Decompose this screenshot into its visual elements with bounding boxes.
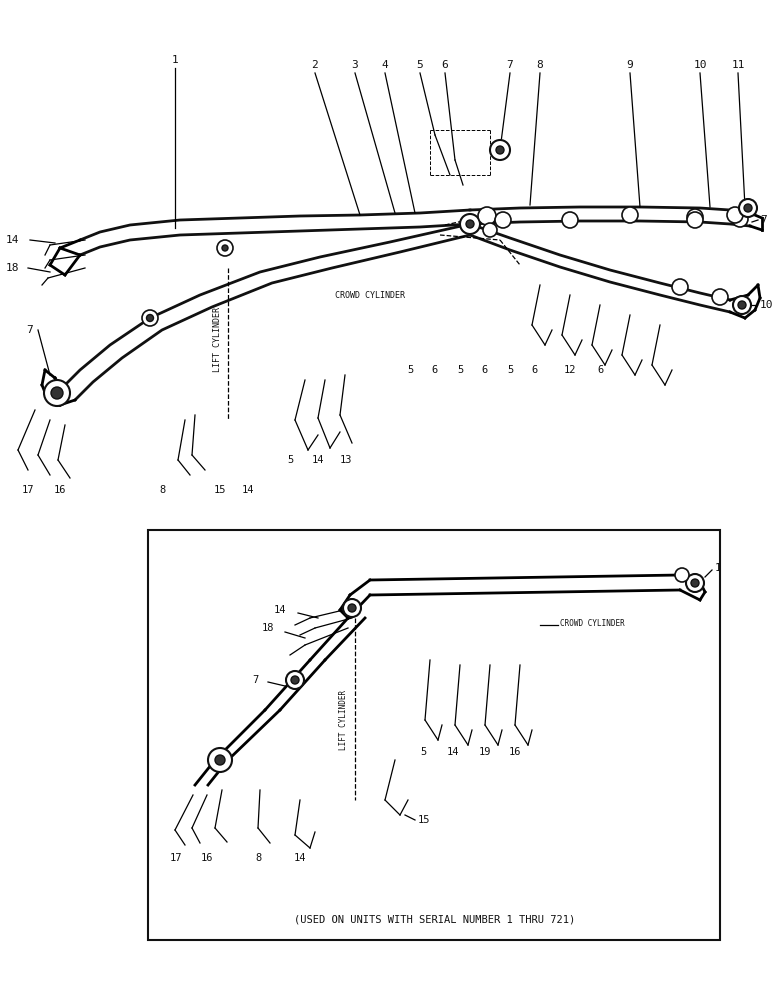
Circle shape — [490, 140, 510, 160]
Text: 5: 5 — [407, 365, 413, 375]
Circle shape — [348, 604, 356, 612]
Text: 14: 14 — [294, 853, 306, 863]
Circle shape — [727, 207, 743, 223]
Text: 10: 10 — [693, 60, 706, 70]
Text: 8: 8 — [160, 485, 166, 495]
Circle shape — [142, 310, 158, 326]
Text: 7: 7 — [760, 215, 767, 225]
Circle shape — [466, 220, 474, 228]
Circle shape — [460, 214, 480, 234]
Text: 6: 6 — [532, 365, 538, 375]
Text: 8: 8 — [255, 853, 261, 863]
Text: 4: 4 — [381, 60, 388, 70]
Text: 14: 14 — [242, 485, 254, 495]
Text: 1: 1 — [171, 55, 178, 65]
Text: 6: 6 — [442, 60, 449, 70]
Text: 6: 6 — [432, 365, 438, 375]
Text: 16: 16 — [509, 747, 521, 757]
Text: 16: 16 — [201, 853, 213, 863]
Text: 14: 14 — [274, 605, 286, 615]
Text: 2: 2 — [312, 60, 318, 70]
Circle shape — [496, 146, 504, 154]
Circle shape — [686, 574, 704, 592]
Circle shape — [672, 279, 688, 295]
Circle shape — [562, 212, 578, 228]
Circle shape — [732, 211, 748, 227]
Text: 3: 3 — [351, 60, 358, 70]
Text: 18: 18 — [262, 623, 274, 633]
Text: 12: 12 — [564, 365, 576, 375]
Circle shape — [44, 380, 70, 406]
Circle shape — [483, 223, 497, 237]
Text: 7: 7 — [26, 325, 33, 335]
Text: 5: 5 — [417, 60, 423, 70]
Circle shape — [343, 599, 361, 617]
Circle shape — [622, 207, 638, 223]
Circle shape — [739, 199, 757, 217]
Text: CROWD CYLINDER: CROWD CYLINDER — [560, 618, 625, 628]
Text: 18: 18 — [5, 263, 19, 273]
Circle shape — [147, 314, 154, 322]
Text: 10: 10 — [760, 300, 772, 310]
Circle shape — [675, 568, 689, 582]
Text: 17: 17 — [170, 853, 182, 863]
Text: 16: 16 — [54, 485, 66, 495]
Circle shape — [733, 296, 751, 314]
Bar — [148, 530, 720, 940]
Text: LIFT CYLINDER: LIFT CYLINDER — [214, 308, 222, 372]
Text: 15: 15 — [214, 485, 226, 495]
Circle shape — [738, 301, 746, 309]
Text: 14: 14 — [447, 747, 459, 757]
Text: 14: 14 — [5, 235, 19, 245]
Circle shape — [215, 755, 225, 765]
Text: 14: 14 — [312, 455, 324, 465]
Text: (USED ON UNITS WITH SERIAL NUMBER 1 THRU 721): (USED ON UNITS WITH SERIAL NUMBER 1 THRU… — [294, 915, 576, 925]
Text: 8: 8 — [537, 60, 543, 70]
Text: 11: 11 — [731, 60, 745, 70]
Circle shape — [478, 207, 496, 225]
Text: 5: 5 — [287, 455, 293, 465]
Text: 7: 7 — [252, 675, 258, 685]
Text: 6: 6 — [482, 365, 488, 375]
Text: 6: 6 — [597, 365, 603, 375]
Text: LIFT CYLINDER: LIFT CYLINDER — [340, 690, 348, 750]
Text: 13: 13 — [340, 455, 352, 465]
Circle shape — [495, 212, 511, 228]
Circle shape — [286, 671, 304, 689]
Text: 19: 19 — [479, 747, 491, 757]
Circle shape — [291, 676, 299, 684]
Text: CROWD CYLINDER: CROWD CYLINDER — [335, 290, 405, 300]
Circle shape — [51, 387, 63, 399]
Circle shape — [744, 204, 752, 212]
Circle shape — [208, 748, 232, 772]
Text: 17: 17 — [22, 485, 34, 495]
Text: 5: 5 — [457, 365, 463, 375]
Text: 15: 15 — [418, 815, 431, 825]
Circle shape — [687, 212, 703, 228]
Text: 5: 5 — [420, 747, 426, 757]
Circle shape — [687, 209, 703, 225]
Circle shape — [691, 579, 699, 587]
Circle shape — [712, 289, 728, 305]
Circle shape — [222, 245, 228, 251]
Text: 7: 7 — [506, 60, 513, 70]
Text: 9: 9 — [627, 60, 633, 70]
Text: 1: 1 — [715, 563, 722, 573]
Text: 5: 5 — [507, 365, 513, 375]
Circle shape — [217, 240, 233, 256]
